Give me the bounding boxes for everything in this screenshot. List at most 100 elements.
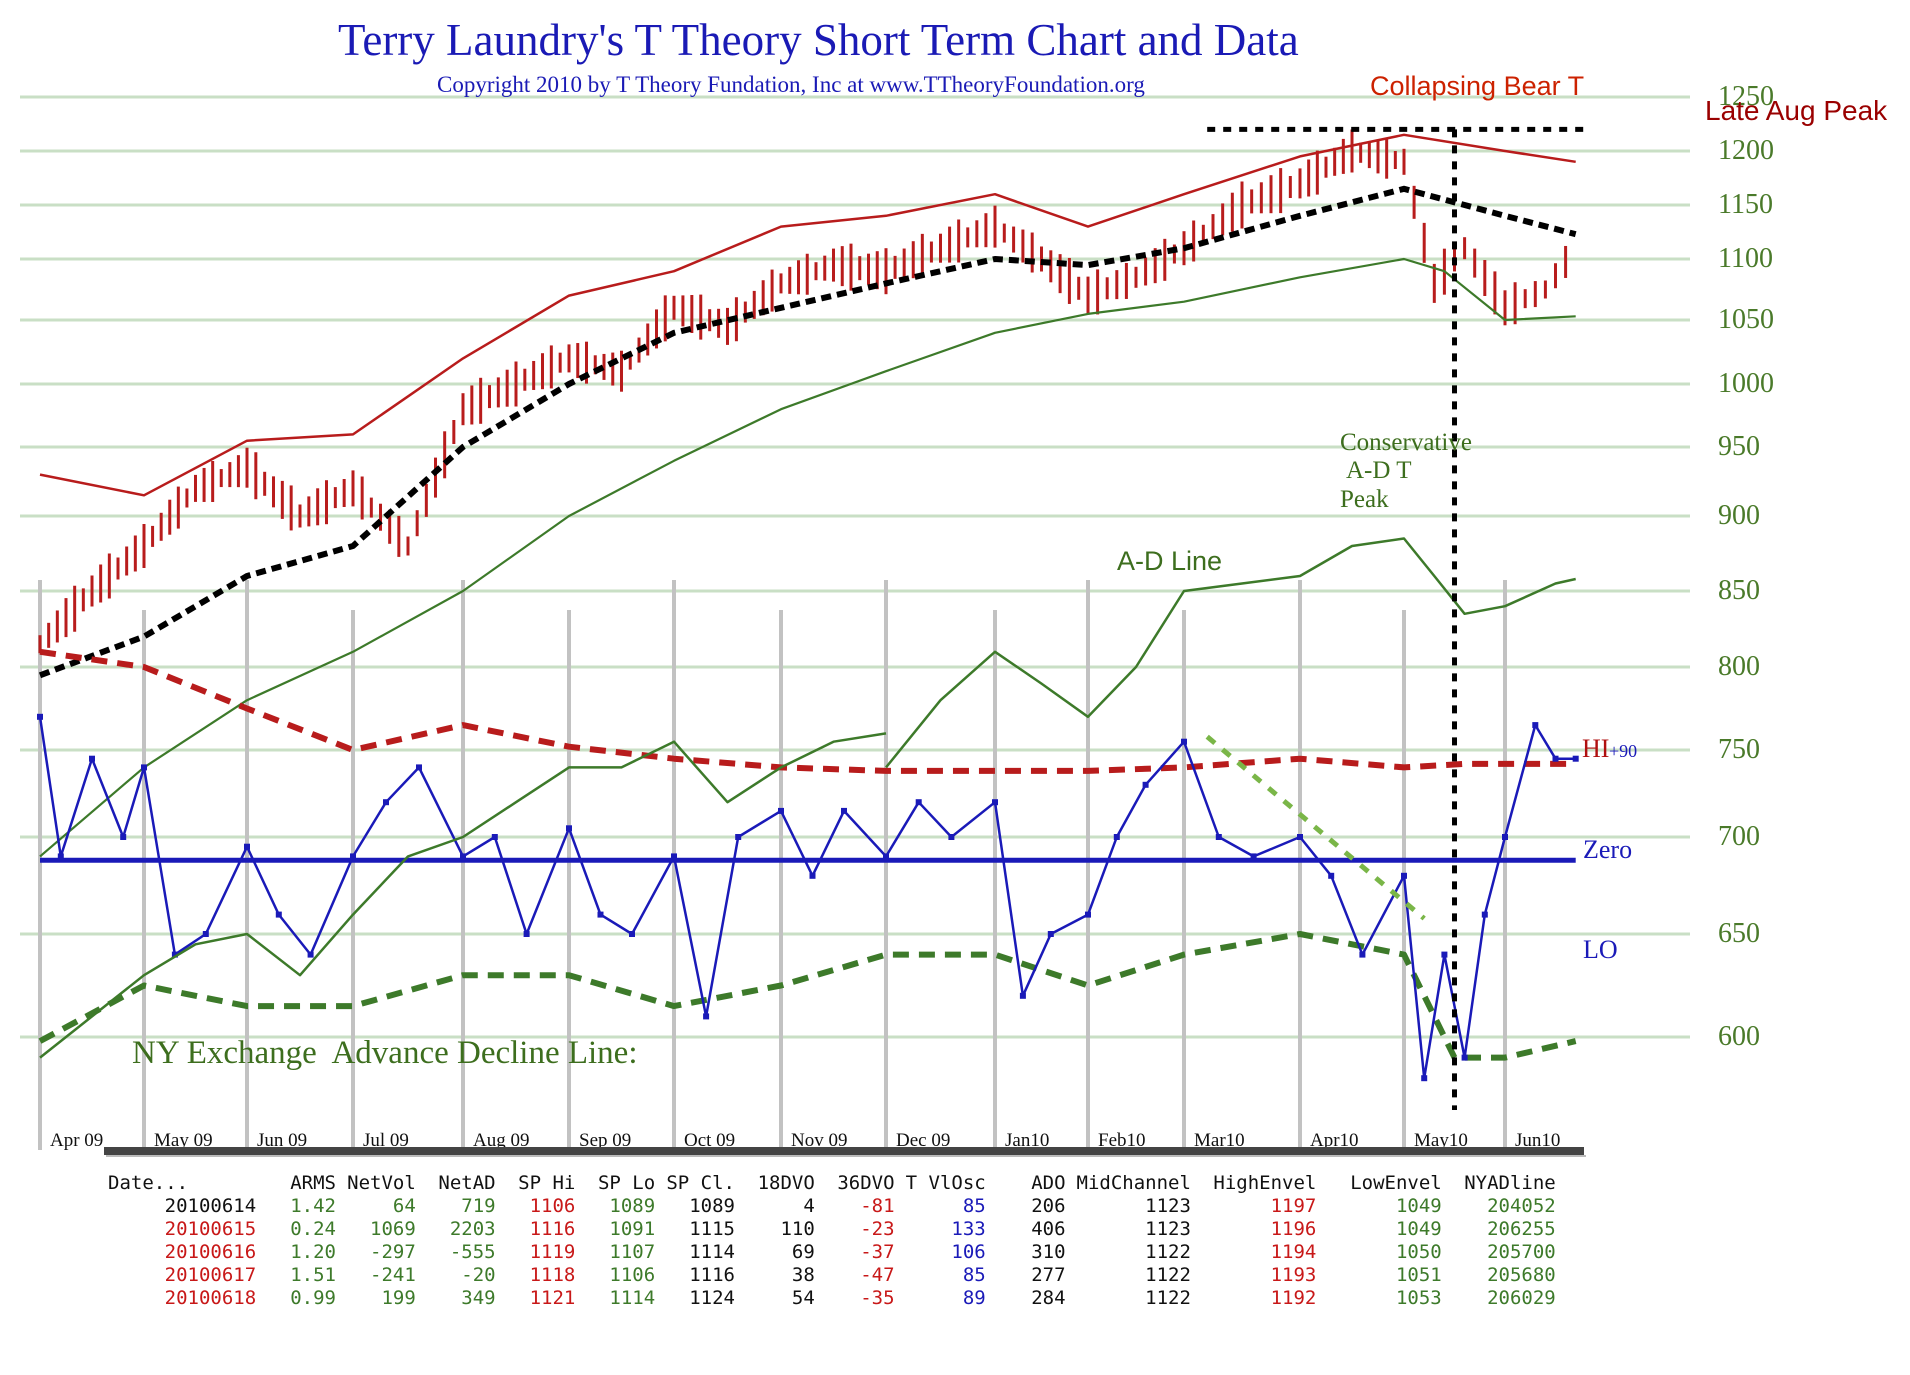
table-cell: 1107 (609, 1241, 656, 1263)
osc-point (915, 799, 922, 806)
table-cell: 1115 (689, 1218, 735, 1240)
table-cell: 20100614 (164, 1195, 257, 1217)
x-tick-label: Jun 09 (257, 1130, 307, 1151)
annotation-zero: Zero (1583, 835, 1632, 864)
table-row: 20100616 1.20 -297 -555 1119 1107 1114 69 -37 106… (108, 1241, 1556, 1264)
table-cell: 1.51 (290, 1264, 336, 1286)
osc-point (992, 799, 998, 806)
table-cell: -23 (860, 1218, 895, 1240)
data-table: Date... ARMS NetVol NetAD SP Hi SP Lo SP Cl. 18… (108, 1172, 1556, 1310)
series-8 (37, 713, 1579, 1082)
table-cell: 1119 (529, 1241, 576, 1263)
table-cell: -241 (370, 1264, 416, 1286)
table-cell: 1049 (1395, 1218, 1442, 1240)
table-cell: 85 (962, 1195, 986, 1217)
osc-point (416, 764, 422, 771)
y-tick-label: 700 (1718, 821, 1760, 852)
y-tick-label: 800 (1718, 651, 1760, 682)
osc-point (778, 807, 784, 814)
series-5 (39, 648, 1576, 774)
table-cell: 89 (962, 1287, 986, 1309)
table-cell: 1118 (529, 1264, 576, 1286)
column-header: SP Lo (597, 1172, 656, 1194)
series-line (38, 931, 1577, 1061)
x-tick-label: May 09 (154, 1130, 213, 1151)
table-cell: 4 (803, 1195, 815, 1217)
table-cell: 349 (461, 1287, 496, 1309)
y-tick-label: 1150 (1718, 189, 1773, 220)
table-cell: 20100618 (164, 1287, 257, 1309)
table-cell: 310 (1031, 1241, 1066, 1263)
table-cell: -37 (860, 1241, 895, 1263)
table-cell: 1106 (609, 1264, 656, 1286)
column-header: 36DVO (837, 1172, 895, 1194)
annotation-plus-90: +90 (1609, 741, 1637, 761)
table-cell: 204052 (1487, 1195, 1556, 1217)
x-tick-label: Nov 09 (791, 1130, 847, 1151)
osc-point (1552, 755, 1559, 762)
table-cell: -47 (860, 1264, 895, 1286)
y-tick-label: 600 (1718, 1021, 1760, 1052)
x-tick-label: Jan10 (1005, 1130, 1049, 1151)
x-tick-label: Sep 09 (579, 1130, 631, 1151)
x-tick-label: Mar10 (1194, 1130, 1245, 1151)
table-cell: 1197 (1270, 1195, 1317, 1217)
y-tick-label: 1100 (1718, 243, 1773, 274)
y-tick-label: 1000 (1718, 368, 1774, 399)
osc-point (244, 843, 250, 850)
series-0 (38, 129, 1568, 654)
column-header: NetVol (347, 1172, 416, 1194)
osc-point (202, 931, 209, 937)
table-cell: 1194 (1270, 1241, 1317, 1263)
table-cell: 205680 (1487, 1264, 1556, 1286)
x-tick-label: Oct 09 (684, 1130, 735, 1151)
month-labels: Apr 09 May 09 Jun 09 Jul 09 Aug 09 Sep 09 Oct … (50, 1130, 1560, 1151)
y-tick-label: 950 (1718, 431, 1760, 462)
table-cell: 1124 (689, 1287, 735, 1309)
table-cell: 1106 (529, 1195, 576, 1217)
osc-point (120, 834, 127, 840)
osc-point (1215, 834, 1222, 840)
column-header: ADO (1031, 1172, 1066, 1194)
table-cell: 133 (951, 1218, 986, 1240)
series-line (39, 732, 887, 1059)
osc-point (1502, 834, 1508, 840)
table-cell: 0.99 (290, 1287, 336, 1309)
y-tick-label: 1200 (1718, 135, 1774, 166)
osc-point (735, 834, 742, 840)
y-tick-label: 850 (1718, 575, 1760, 606)
column-header: HighEnvel (1213, 1172, 1317, 1194)
table-cell: 1123 (1145, 1218, 1191, 1240)
osc-point (275, 911, 282, 918)
table-cell: 20100616 (164, 1241, 257, 1263)
osc-point (841, 807, 847, 814)
x-tick-label: May10 (1414, 1130, 1468, 1151)
column-header: MidChannel (1076, 1172, 1191, 1194)
table-cell: 1114 (689, 1241, 735, 1263)
osc-point (491, 834, 498, 840)
table-cell: 206 (1031, 1195, 1066, 1217)
series-9 (39, 732, 887, 1059)
annotation-ny-exchange: NY Exchange Advance Decline Line: (132, 1035, 638, 1071)
x-tick-label: Apr 09 (50, 1130, 103, 1151)
table-cell: 85 (962, 1264, 986, 1286)
series-line (39, 133, 1576, 497)
y-tick-label: 750 (1718, 734, 1760, 765)
column-header: Date... (108, 1172, 189, 1194)
annotation-hi: HI (1582, 734, 1609, 763)
table-cell: 20100615 (164, 1218, 257, 1240)
table-cell: 406 (1031, 1218, 1066, 1240)
osc-point (1085, 911, 1091, 918)
table-cell: 1122 (1145, 1241, 1191, 1263)
table-cell: 719 (461, 1195, 496, 1217)
osc-point (703, 1013, 710, 1020)
annotation-peak: Peak (1340, 486, 1389, 513)
osc-point (383, 799, 389, 806)
osc-point (89, 755, 95, 762)
table-cell: -297 (370, 1241, 416, 1263)
table-cell: 1116 (529, 1218, 576, 1240)
table-cell: 205700 (1487, 1241, 1556, 1263)
table-cell: -81 (860, 1195, 895, 1217)
series-line (39, 257, 1576, 858)
